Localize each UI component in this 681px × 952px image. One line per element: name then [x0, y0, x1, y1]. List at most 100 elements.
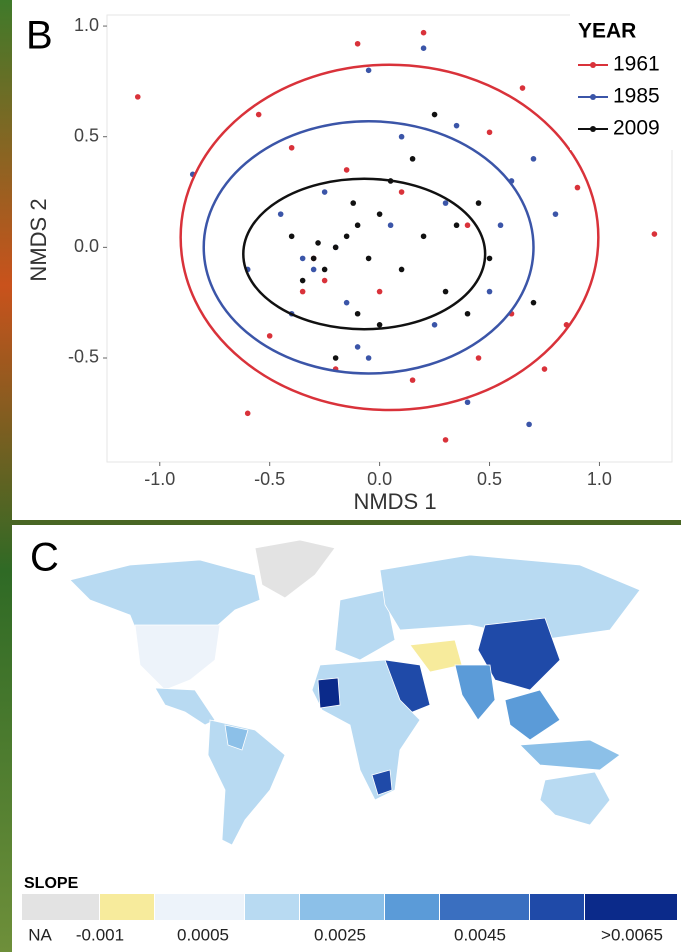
point	[333, 355, 339, 361]
point	[366, 256, 372, 262]
legend-label: 1961	[613, 53, 660, 76]
point	[315, 240, 321, 246]
panel-letter: C	[30, 536, 59, 580]
point	[344, 300, 350, 306]
point	[322, 267, 328, 273]
x-tick-label: -0.5	[254, 469, 285, 489]
legend-swatch	[590, 62, 596, 68]
point	[476, 200, 482, 206]
point	[245, 411, 251, 417]
point	[311, 267, 317, 273]
point	[399, 189, 405, 195]
legend-color	[585, 894, 677, 920]
point	[553, 211, 559, 217]
point	[377, 322, 383, 328]
point	[278, 211, 284, 217]
y-axis-label: NMDS 2	[26, 198, 51, 281]
legend-label: 0.0005	[177, 925, 229, 944]
point	[652, 231, 658, 237]
point	[410, 156, 416, 162]
point	[476, 355, 482, 361]
point	[289, 145, 295, 151]
point	[366, 355, 372, 361]
legend-color	[385, 894, 439, 920]
legend-title: YEAR	[578, 20, 636, 43]
point	[520, 85, 526, 91]
legend-label: 1985	[613, 85, 660, 108]
legend-label: 0.0045	[454, 925, 506, 944]
point	[421, 233, 427, 239]
y-tick-label: -0.5	[68, 347, 99, 367]
point	[465, 222, 471, 228]
point	[399, 267, 405, 273]
point	[355, 41, 361, 47]
point	[410, 377, 416, 383]
legend-color	[300, 894, 384, 920]
y-tick-label: 0.0	[74, 236, 99, 256]
figure: B NMDS 1 NMDS 2 -1.0 -0.5 0.0 0.5 1.0 -0.5 0.0…	[0, 0, 681, 952]
point	[498, 222, 504, 228]
legend-color	[22, 894, 99, 920]
point	[377, 289, 383, 295]
point	[366, 68, 372, 74]
point	[355, 311, 361, 317]
point	[421, 45, 427, 51]
legend-label: >0.0065	[601, 925, 663, 944]
point	[465, 399, 471, 405]
point	[300, 256, 306, 262]
point	[300, 278, 306, 284]
legend-label: NA	[28, 925, 52, 944]
point	[487, 129, 493, 135]
legend: YEAR 1961 1985 2009	[570, 14, 675, 150]
legend-color	[245, 894, 299, 920]
point	[454, 222, 460, 228]
y-tick-label: 1.0	[74, 15, 99, 35]
point	[267, 333, 273, 339]
point	[487, 289, 493, 295]
point	[311, 256, 317, 262]
point	[399, 134, 405, 140]
x-tick-label: 0.0	[367, 469, 392, 489]
legend-color	[530, 894, 584, 920]
point	[526, 422, 532, 428]
point	[289, 233, 295, 239]
point	[443, 289, 449, 295]
legend-swatch	[590, 126, 596, 132]
point	[135, 94, 141, 100]
point	[454, 123, 460, 129]
legend-color	[155, 894, 244, 920]
point	[575, 185, 581, 191]
legend-title: SLOPE	[24, 875, 79, 892]
point	[421, 30, 427, 36]
point	[465, 311, 471, 317]
point	[388, 222, 394, 228]
legend-color	[100, 894, 154, 920]
point	[531, 156, 537, 162]
point	[432, 112, 438, 118]
point	[344, 167, 350, 173]
x-tick-label: 0.5	[477, 469, 502, 489]
point	[256, 112, 262, 118]
legend-color	[440, 894, 529, 920]
x-tick-label: 1.0	[587, 469, 612, 489]
point	[322, 278, 328, 284]
point	[542, 366, 548, 372]
point	[300, 289, 306, 295]
x-tick-label: -1.0	[144, 469, 175, 489]
legend-label: 2009	[613, 117, 660, 140]
panel-letter: B	[26, 14, 53, 58]
y-tick-label: 0.5	[74, 125, 99, 145]
legend-swatch	[590, 94, 596, 100]
legend-label: 0.0025	[314, 925, 366, 944]
legend-label: -0.001	[76, 925, 124, 944]
point	[333, 245, 339, 251]
point	[443, 437, 449, 443]
point	[432, 322, 438, 328]
point	[344, 233, 350, 239]
point	[487, 256, 493, 262]
point	[531, 300, 537, 306]
point	[322, 189, 328, 195]
point	[377, 211, 383, 217]
point	[443, 200, 449, 206]
x-axis-label: NMDS 1	[353, 489, 436, 514]
